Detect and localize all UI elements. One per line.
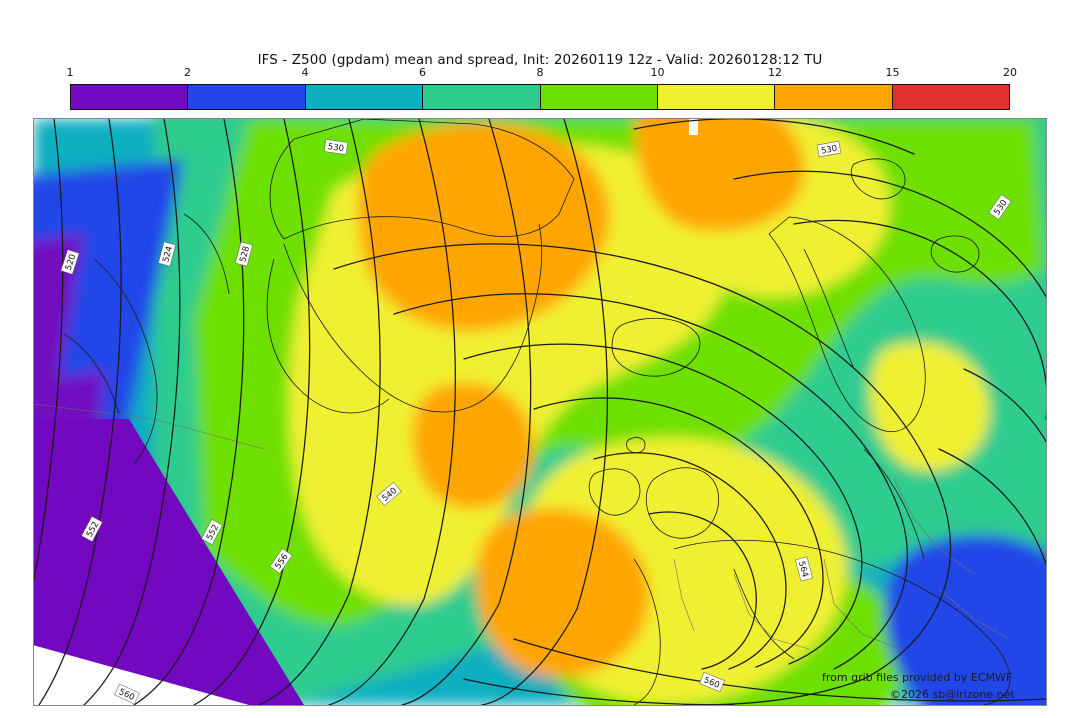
colorbar-band [657,85,776,109]
colorbar-band [71,85,189,109]
map-panel[interactable]: 520 524 528 530 530 530 [33,118,1047,706]
spread-contour-map: 520 524 528 530 530 530 [34,119,1046,705]
colorbar-tick: 4 [301,66,309,79]
attribution-copyright: ©2026 sb@irizone.net [890,688,1015,701]
colorbar-tick: 8 [536,66,544,79]
contour-label: 524 [161,245,175,263]
colorbar: 1 2 4 6 8 10 12 15 20 [67,66,1017,110]
coastline-layer [63,119,1011,705]
page-title: IFS - Z500 (gpdam) mean and spread, Init… [257,52,823,68]
colorbar-band [540,85,658,109]
contour-label: 530 [820,144,838,157]
contour-label: 564 [796,560,810,578]
colorbar-tick: 10 [650,66,665,79]
top-notch [689,119,698,135]
colorbar-tick: 1 [66,66,74,79]
colorbar-tick: 12 [768,66,782,79]
contour-label: 520 [64,253,79,272]
colorbar-bands [70,84,1010,110]
colorbar-tick: 20 [1003,66,1017,79]
colorbar-tick: 6 [419,66,426,79]
contour-label: 530 [327,142,344,154]
colorbar-band [775,85,893,109]
colorbar-tick: 15 [885,66,900,79]
colorbar-tick-labels: 1 2 4 6 8 10 12 15 20 [66,66,1018,82]
colorbar-band [892,85,1009,109]
colorbar-tick: 2 [184,66,191,79]
border-layer [34,403,1010,652]
colorbar-band [305,85,424,109]
domain-corner-mask [34,419,304,705]
contour-label: 528 [238,245,252,263]
contour-layer [34,119,1046,705]
colorbar-band [188,85,306,109]
attribution-source: from grib files provided by ECMWF [822,671,1013,684]
colorbar-band [423,85,541,109]
